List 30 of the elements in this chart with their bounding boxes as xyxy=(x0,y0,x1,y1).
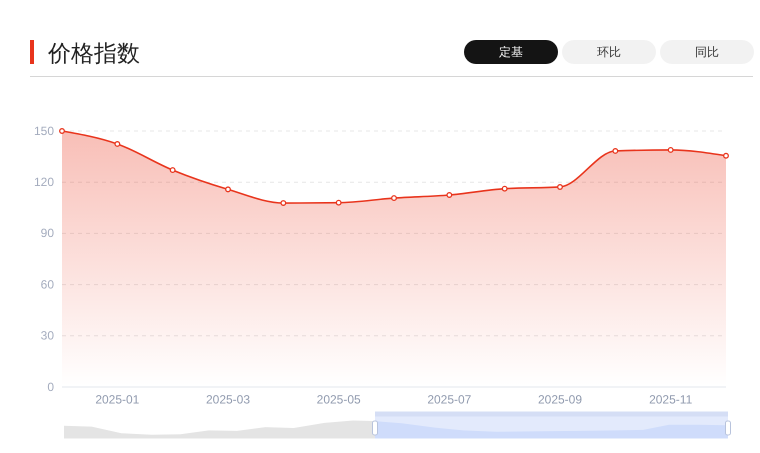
y-tick-label: 90 xyxy=(40,226,54,240)
point xyxy=(612,148,618,154)
point xyxy=(170,167,176,174)
x-tick-label: 2025-05 xyxy=(316,392,362,407)
point xyxy=(668,146,674,153)
range-slider[interactable] xyxy=(64,412,731,438)
x-tick-label: 2025-03 xyxy=(206,392,250,407)
tab-button[interactable]: 环比 xyxy=(562,40,656,64)
point xyxy=(391,195,397,202)
y-tick-label: 60 xyxy=(40,277,54,292)
point xyxy=(225,186,231,192)
point xyxy=(446,192,452,198)
point xyxy=(114,141,120,147)
y-tick-label: 0 xyxy=(47,380,54,394)
chart-title: 价格指数 xyxy=(47,40,140,66)
point xyxy=(502,186,508,192)
tab-button[interactable]: 同比 xyxy=(660,40,754,64)
y-tick-label: 30 xyxy=(40,328,54,343)
tab-button[interactable]: 定基 xyxy=(464,40,558,64)
y-tick-label: 120 xyxy=(34,175,54,190)
point xyxy=(557,184,563,190)
x-tick-label: 2025-07 xyxy=(427,392,472,407)
point xyxy=(336,200,342,206)
y-tick-label: 150 xyxy=(34,124,54,138)
x-tick-label: 2025-09 xyxy=(538,392,582,407)
x-tick-label: 2025-11 xyxy=(649,392,693,407)
point xyxy=(723,152,729,159)
x-tick-label: 2025-01 xyxy=(95,392,140,407)
point xyxy=(59,128,65,134)
point xyxy=(280,200,286,206)
